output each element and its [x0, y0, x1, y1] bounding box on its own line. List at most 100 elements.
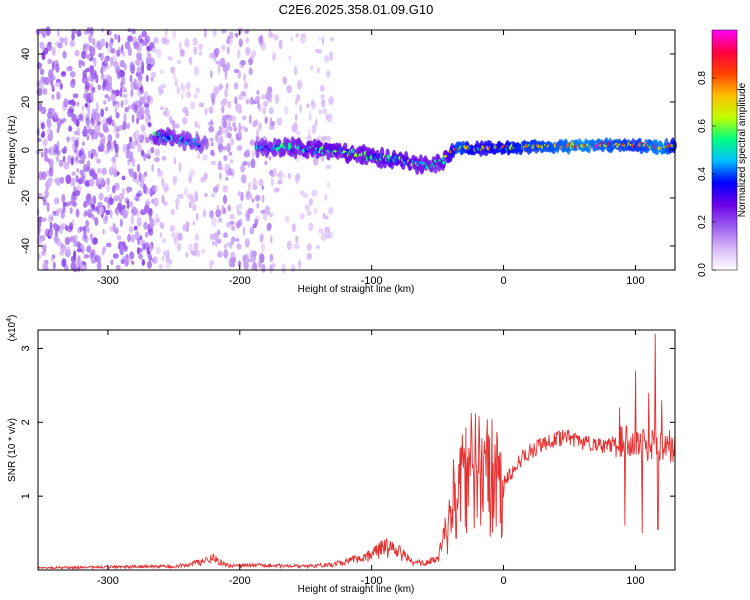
- noise-blob: [93, 131, 99, 140]
- noise-blob: [130, 140, 136, 150]
- noise-blob: [102, 228, 105, 235]
- noise-blob: [42, 262, 49, 271]
- noise-blob: [174, 78, 178, 87]
- noise-blob: [256, 202, 260, 209]
- noise-blob: [96, 158, 101, 164]
- noise-blob: [101, 135, 106, 144]
- noise-blob: [143, 221, 148, 230]
- noise-blob: [114, 89, 120, 97]
- noise-blob: [251, 198, 255, 203]
- noise-blob: [38, 225, 41, 235]
- noise-blob: [229, 241, 233, 250]
- noise-blob: [320, 154, 325, 162]
- noise-blob: [111, 119, 115, 127]
- noise-blob: [130, 89, 134, 98]
- noise-blob: [66, 245, 71, 255]
- noise-blob: [42, 138, 48, 147]
- noise-blob: [135, 192, 142, 198]
- noise-blob: [139, 88, 144, 95]
- noise-blob: [290, 264, 296, 273]
- noise-blob: [278, 170, 283, 180]
- noise-blob: [96, 40, 101, 47]
- noise-blob: [274, 94, 280, 104]
- noise-blob: [45, 26, 51, 37]
- noise-blob: [188, 201, 192, 209]
- snr-multiplier-base: (x10: [7, 321, 18, 341]
- noise-blob: [287, 173, 292, 179]
- noise-blob: [222, 184, 229, 193]
- noise-blob: [74, 49, 80, 57]
- noise-blob: [215, 60, 221, 65]
- noise-blob: [153, 156, 160, 163]
- noise-blob: [134, 139, 139, 146]
- noise-blob: [268, 155, 272, 161]
- noise-blob: [273, 34, 279, 41]
- noise-blob: [231, 256, 237, 264]
- noise-blob: [189, 56, 193, 66]
- noise-blob: [249, 193, 253, 200]
- noise-blob: [116, 235, 122, 241]
- noise-blob: [189, 169, 195, 178]
- colorbar-tick-label: 0.0: [697, 263, 708, 277]
- noise-blob: [67, 155, 72, 164]
- noise-blob: [69, 126, 73, 132]
- noise-blob: [95, 101, 99, 112]
- noise-blob: [144, 242, 150, 250]
- noise-blob: [83, 163, 88, 173]
- noise-blob: [76, 118, 80, 128]
- noise-blob: [169, 224, 176, 232]
- noise-blob: [61, 117, 67, 123]
- noise-blob: [56, 149, 61, 156]
- noise-blob: [258, 178, 264, 187]
- noise-blob: [121, 70, 125, 78]
- noise-blob: [54, 178, 58, 183]
- noise-blob: [59, 36, 64, 42]
- noise-blob: [222, 120, 227, 129]
- noise-blob: [211, 260, 215, 266]
- noise-blob: [50, 216, 54, 222]
- noise-blob: [316, 67, 320, 74]
- colorbar-tick-label: 0.6: [697, 119, 708, 133]
- noise-blob: [70, 261, 77, 271]
- snr-background: [38, 330, 675, 570]
- noise-blob: [300, 34, 306, 44]
- noise-blob: [119, 87, 123, 98]
- noise-blob: [133, 82, 136, 90]
- noise-blob: [243, 82, 249, 90]
- noise-blob: [247, 182, 252, 188]
- noise-blob: [115, 132, 120, 139]
- x-tick-label: -100: [361, 575, 383, 587]
- noise-blob: [120, 81, 124, 90]
- noise-blob: [82, 233, 87, 242]
- noise-blob: [73, 114, 77, 122]
- noise-blob: [170, 208, 175, 216]
- noise-blob: [326, 70, 331, 78]
- noise-blob: [209, 137, 214, 142]
- noise-blob: [143, 41, 148, 46]
- noise-blob: [159, 69, 164, 74]
- noise-blob: [127, 233, 132, 243]
- noise-blob: [67, 108, 73, 118]
- noise-blob: [308, 129, 311, 136]
- noise-blob: [84, 103, 89, 108]
- noise-blob: [103, 196, 110, 203]
- noise-blob: [83, 254, 90, 259]
- noise-blob: [224, 88, 229, 98]
- noise-blob: [48, 179, 52, 187]
- noise-blob: [211, 217, 217, 227]
- noise-blob: [185, 251, 189, 258]
- noise-blob: [76, 30, 82, 37]
- x-tick-label: 100: [626, 275, 644, 287]
- noise-blob: [125, 150, 130, 159]
- noise-blob: [226, 221, 231, 228]
- noise-blob: [118, 46, 121, 55]
- noise-blob: [131, 158, 136, 167]
- noise-blob: [236, 204, 240, 213]
- noise-blob: [185, 81, 191, 91]
- noise-blob: [135, 58, 141, 66]
- noise-blob: [298, 259, 302, 270]
- noise-blob: [39, 68, 45, 76]
- noise-blob: [118, 125, 122, 131]
- noise-blob: [60, 71, 67, 78]
- noise-blob: [141, 64, 144, 75]
